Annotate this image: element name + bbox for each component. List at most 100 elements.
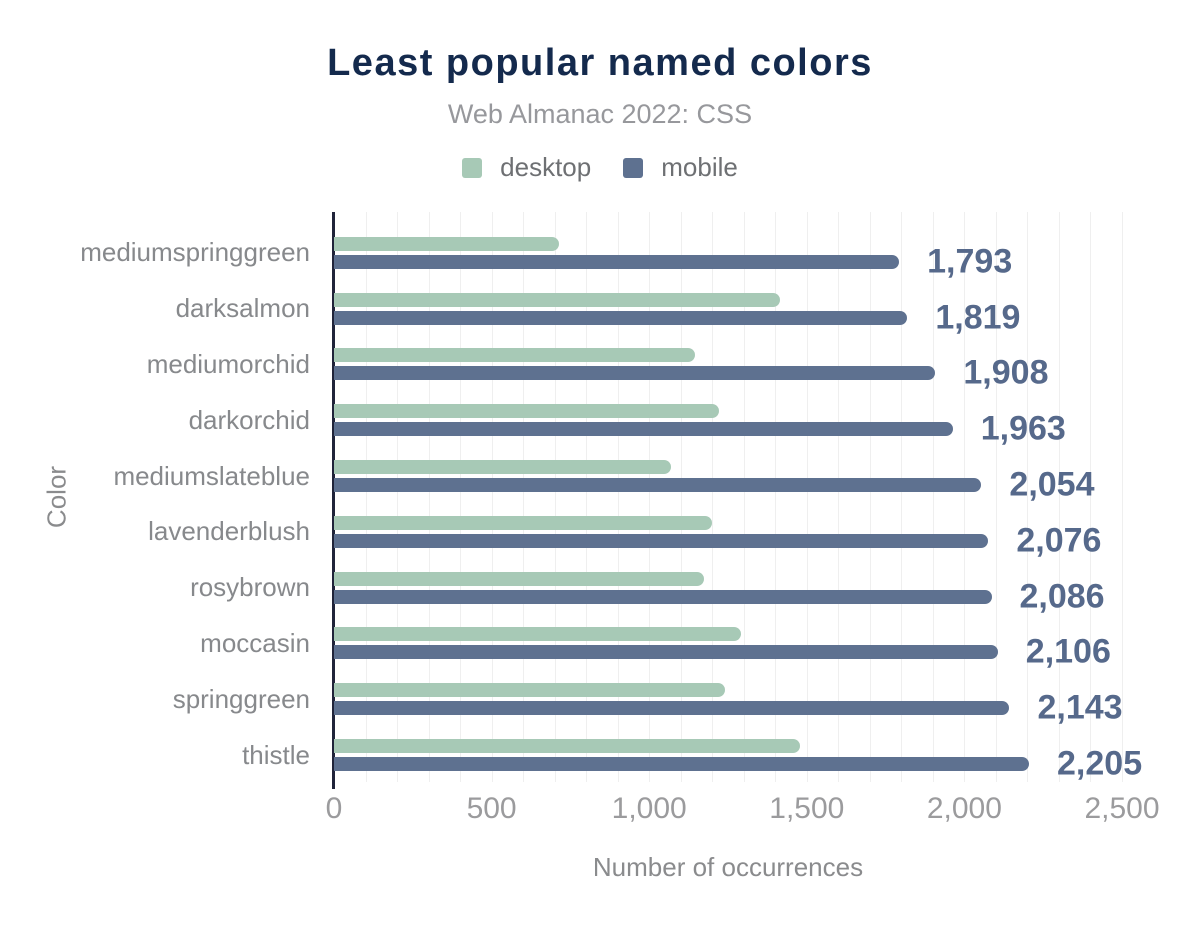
x-tick-2000: 2,000: [926, 792, 1002, 825]
value-label-thistle: 2,205: [1057, 744, 1143, 783]
y-category-label-mediumorchid: mediumorchid: [146, 348, 310, 379]
mobile-bar-moccasin[interactable]: [334, 645, 998, 660]
y-label-row: mediumorchid: [60, 337, 322, 393]
y-axis-line: [332, 212, 335, 789]
bar-pair: [334, 571, 1122, 604]
mobile-bar-mediumspringgreen[interactable]: [334, 254, 900, 269]
desktop-bar-thistle[interactable]: [334, 739, 801, 754]
mobile-bar-rosybrown[interactable]: [334, 589, 992, 604]
gridline-2500: [1122, 212, 1123, 782]
desktop-bar-mediumspringgreen[interactable]: [334, 236, 560, 251]
bar-row-mediumspringgreen: 1,793: [334, 225, 1122, 281]
chart-legend: desktop mobile: [0, 152, 1200, 183]
bar-pair: [334, 404, 1122, 437]
x-tick-1500: 1,500: [769, 792, 845, 825]
legend-item-desktop[interactable]: desktop: [462, 152, 591, 183]
y-category-label-darksalmon: darksalmon: [175, 293, 310, 324]
gridline-1500: [806, 212, 808, 782]
mobile-bar-springgreen[interactable]: [334, 701, 1010, 716]
value-label-darkorchid: 1,963: [980, 409, 1066, 448]
y-category-label-lavenderblush: lavenderblush: [148, 516, 310, 547]
bar-pair: [334, 460, 1122, 493]
bar-row-mediumorchid: 1,908: [334, 337, 1122, 393]
bar-pair: [334, 515, 1122, 548]
legend-swatch-desktop: [462, 157, 483, 178]
y-category-labels: mediumspringgreen darksalmon mediumorchid d…: [60, 225, 322, 783]
desktop-bar-darksalmon[interactable]: [334, 292, 780, 307]
bar-row-moccasin: 2,106: [334, 616, 1122, 672]
value-label-moccasin: 2,106: [1025, 632, 1111, 671]
x-tick-2500: 2,500: [1084, 792, 1160, 825]
y-label-row: moccasin: [60, 616, 322, 672]
bar-row-darksalmon: 1,819: [334, 281, 1122, 337]
mobile-bar-lavenderblush[interactable]: [334, 533, 989, 548]
y-label-row: darksalmon: [60, 281, 322, 337]
desktop-bar-mediumslateblue[interactable]: [334, 460, 672, 475]
mobile-bar-mediumorchid[interactable]: [334, 366, 936, 381]
value-label-mediumslateblue: 2,054: [1009, 465, 1095, 504]
value-label-mediumspringgreen: 1,793: [927, 242, 1013, 281]
gridline-600: [523, 212, 525, 782]
y-category-label-rosybrown: rosybrown: [190, 572, 310, 603]
gridline-500: [491, 212, 493, 782]
mobile-bar-darkorchid[interactable]: [334, 422, 953, 437]
chart-subtitle: Web Almanac 2022: CSS: [447, 99, 753, 129]
bar-row-mediumslateblue: 2,054: [334, 448, 1122, 504]
desktop-bar-mediumorchid[interactable]: [334, 348, 695, 363]
legend-swatch-mobile: [623, 157, 644, 178]
gridline-2300: [1058, 212, 1060, 782]
legend-item-mobile[interactable]: mobile: [623, 152, 738, 183]
y-category-label-thistle: thistle: [242, 739, 310, 770]
gridline-1100: [680, 212, 682, 782]
value-label-rosybrown: 2,086: [1019, 577, 1105, 616]
x-tick-500: 500: [466, 792, 517, 825]
x-tick-0: 0: [325, 792, 343, 825]
mobile-bar-thistle[interactable]: [334, 757, 1030, 772]
y-label-row: thistle: [60, 727, 322, 783]
y-category-label-mediumslateblue: mediumslateblue: [113, 460, 310, 491]
gridline-2400: [1090, 212, 1092, 782]
bar-row-springgreen: 2,143: [334, 671, 1123, 727]
gridline-1900: [932, 212, 934, 782]
y-category-label-darkorchid: darkorchid: [188, 404, 310, 435]
gridline-2000: [964, 212, 966, 782]
gridline-700: [554, 212, 556, 782]
gridline-1200: [712, 212, 714, 782]
bar-pair: [334, 292, 1122, 325]
gridline-1800: [901, 212, 903, 782]
x-axis-title: Number of occurrences: [592, 852, 864, 882]
mobile-bar-darksalmon[interactable]: [334, 310, 908, 325]
bar-pair: [334, 236, 1122, 269]
x-tick-1000: 1,000: [611, 792, 687, 825]
x-axis-ticks: 0 500 1,000 1,500 2,000 2,500: [326, 792, 1160, 828]
bar-rows: 1,793 1,819 1,908 1,963 2,054 2,076 2,086 2,106…: [334, 225, 1142, 783]
desktop-bar-moccasin[interactable]: [334, 627, 741, 642]
gridline-900: [617, 212, 619, 782]
gridline-1400: [775, 212, 777, 782]
gridline-300: [428, 212, 430, 782]
legend-label: desktop: [500, 152, 592, 182]
gridline-1600: [838, 212, 840, 782]
mobile-bar-mediumslateblue[interactable]: [334, 478, 982, 493]
bar-pair: [334, 348, 1122, 381]
y-category-label-mediumspringgreen: mediumspringgreen: [80, 237, 310, 268]
bar-row-lavenderblush: 2,076: [334, 504, 1122, 560]
gridline-2100: [995, 212, 997, 782]
y-label-row: darkorchid: [60, 392, 322, 448]
y-label-row: springgreen: [60, 671, 322, 727]
desktop-bar-springgreen[interactable]: [334, 683, 725, 698]
y-label-row: rosybrown: [60, 560, 322, 616]
y-category-label-moccasin: moccasin: [200, 627, 310, 658]
desktop-bar-rosybrown[interactable]: [334, 571, 705, 586]
value-label-springgreen: 2,143: [1037, 688, 1123, 727]
bar-pair: [334, 739, 1122, 772]
desktop-bar-lavenderblush[interactable]: [334, 515, 713, 530]
bar-row-rosybrown: 2,086: [334, 560, 1122, 616]
y-category-label-springgreen: springgreen: [172, 683, 310, 714]
value-label-darksalmon: 1,819: [935, 298, 1021, 337]
bar-pair: [334, 627, 1122, 660]
desktop-bar-darkorchid[interactable]: [334, 404, 719, 419]
gridline-2200: [1027, 212, 1029, 782]
gridline-1700: [869, 212, 871, 782]
